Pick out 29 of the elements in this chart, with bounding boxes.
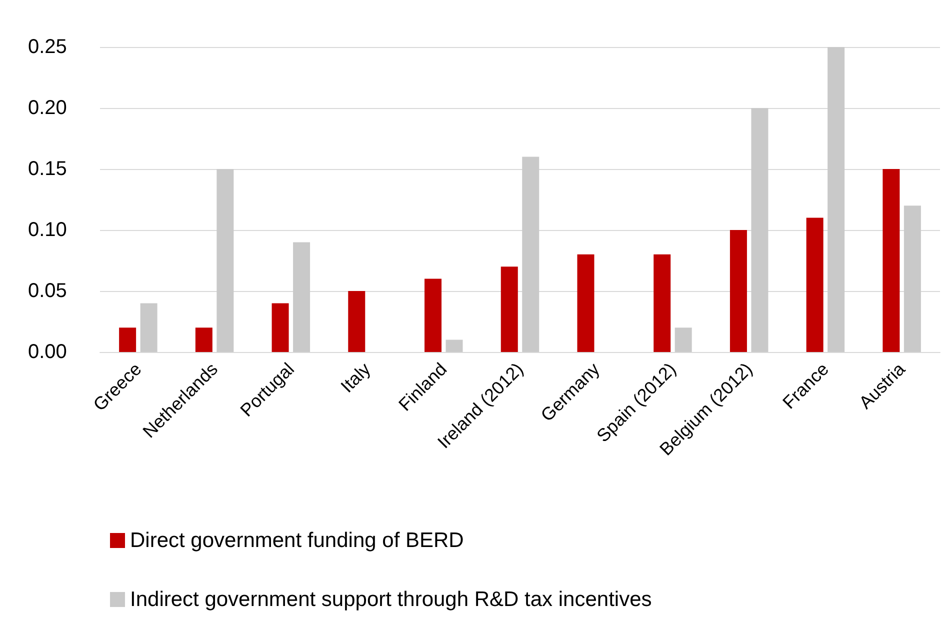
bar xyxy=(882,169,900,352)
bar xyxy=(293,242,310,352)
bar xyxy=(424,278,442,352)
y-tick-label: 0.15 xyxy=(28,158,67,180)
bar xyxy=(348,291,366,352)
bar xyxy=(730,230,747,352)
legend-label: Direct government funding of BERD xyxy=(130,529,464,552)
y-tick-label: 0.05 xyxy=(28,280,67,302)
bar xyxy=(751,108,768,352)
y-tick-label: 0.20 xyxy=(28,97,67,119)
bar xyxy=(500,266,518,352)
bar xyxy=(654,254,671,352)
bar xyxy=(195,328,212,352)
bar xyxy=(806,218,824,352)
y-tick-label: 0.10 xyxy=(28,219,67,241)
legend-label: Indirect government support through R&D tax incentives xyxy=(130,588,652,611)
bar xyxy=(216,169,234,352)
bar xyxy=(674,328,692,352)
bar xyxy=(140,303,158,352)
x-tick-label: Italy xyxy=(336,358,374,396)
y-tick-label: 0.00 xyxy=(28,341,67,363)
bar xyxy=(272,303,289,352)
y-tick-label: 0.25 xyxy=(28,36,67,58)
bar xyxy=(522,156,540,352)
bar xyxy=(577,254,594,352)
bar xyxy=(904,206,921,352)
bar xyxy=(119,328,136,352)
bar xyxy=(446,340,463,352)
bar xyxy=(828,47,845,352)
